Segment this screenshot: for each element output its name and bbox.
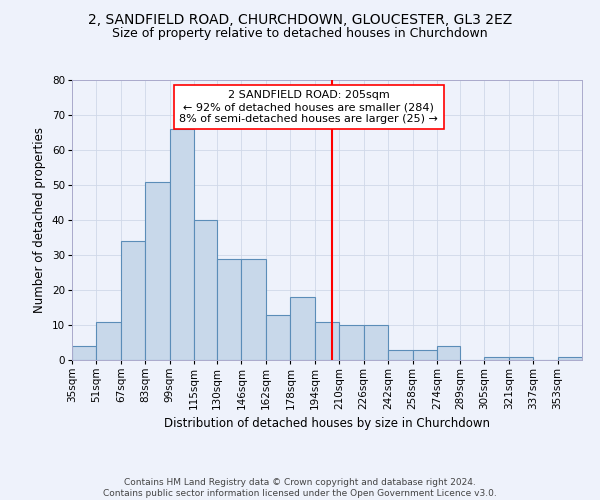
Text: Contains HM Land Registry data © Crown copyright and database right 2024.
Contai: Contains HM Land Registry data © Crown c… [103, 478, 497, 498]
Bar [72, 346, 97, 360]
Bar [145, 182, 170, 360]
Bar [121, 241, 145, 360]
Bar [194, 220, 217, 360]
Bar [364, 325, 388, 360]
X-axis label: Distribution of detached houses by size in Churchdown: Distribution of detached houses by size … [164, 418, 490, 430]
Bar [170, 129, 194, 360]
Bar [509, 356, 533, 360]
Bar [413, 350, 437, 360]
Text: 2 SANDFIELD ROAD: 205sqm
← 92% of detached houses are smaller (284)
8% of semi-d: 2 SANDFIELD ROAD: 205sqm ← 92% of detach… [179, 90, 438, 124]
Bar [437, 346, 460, 360]
Bar [339, 325, 364, 360]
Bar [290, 297, 315, 360]
Bar [557, 356, 582, 360]
Y-axis label: Number of detached properties: Number of detached properties [34, 127, 46, 313]
Bar [97, 322, 121, 360]
Bar [241, 258, 266, 360]
Bar [315, 322, 339, 360]
Bar [266, 314, 290, 360]
Text: 2, SANDFIELD ROAD, CHURCHDOWN, GLOUCESTER, GL3 2EZ: 2, SANDFIELD ROAD, CHURCHDOWN, GLOUCESTE… [88, 12, 512, 26]
Text: Size of property relative to detached houses in Churchdown: Size of property relative to detached ho… [112, 28, 488, 40]
Bar [388, 350, 413, 360]
Bar [484, 356, 509, 360]
Bar [217, 258, 241, 360]
